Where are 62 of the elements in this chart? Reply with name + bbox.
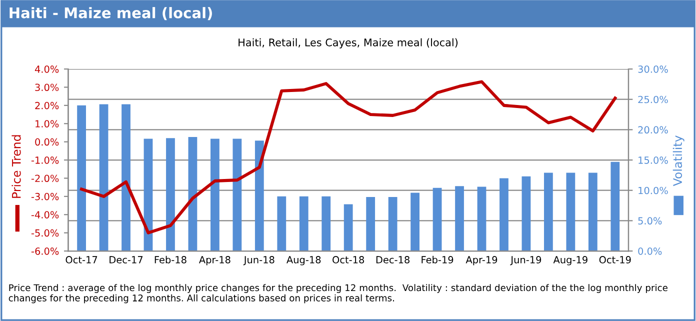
y2-tick-label: 25.0% — [638, 96, 668, 104]
bar — [455, 186, 464, 252]
bar — [210, 138, 220, 252]
y-tick-label: -5.0% — [31, 229, 59, 237]
text: Price Trend : average of the log monthly price changes for the preceding 12 months. Volatility : standard deviation of the the log monthly price changes for the preceding 12 months. All calculations based on prices in real terms. — [8, 284, 668, 304]
x-tick-label: Aug-19 — [553, 256, 588, 266]
y2-tick-label: 15.0% — [638, 156, 668, 164]
bar — [144, 138, 153, 252]
y2-tick-label: 20.0% — [638, 126, 668, 134]
bar — [299, 196, 308, 252]
x-tick-label: Oct-17 — [66, 256, 98, 264]
bar — [77, 105, 86, 252]
y2-tick-label: 0.0% — [638, 248, 662, 255]
y-tick-label: -1.0% — [31, 156, 59, 164]
bar — [366, 197, 376, 252]
line-series — [80, 80, 617, 234]
bar — [122, 104, 130, 252]
y2-tick-label: 10.0% — [638, 186, 668, 194]
x-tick-label: Apr-18 — [198, 256, 230, 266]
bar — [344, 204, 353, 252]
x-tick-label: Jun-18 — [243, 256, 274, 266]
bar — [277, 196, 286, 252]
bar — [432, 188, 442, 252]
y-tick-label: 3.0% — [35, 84, 59, 92]
text: Price Trend — [12, 135, 21, 198]
bar — [544, 172, 553, 252]
x-tick-label: Jun-19 — [510, 256, 542, 266]
y-tick-label: -2.0% — [31, 174, 59, 182]
bar — [566, 172, 576, 252]
x-tick-label: Feb-19 — [422, 256, 454, 264]
bar — [610, 162, 620, 252]
x-tick-label: Feb-18 — [154, 256, 186, 264]
y-tick-label: -3.0% — [31, 192, 59, 200]
x-tick-label: Apr-19 — [466, 256, 498, 266]
x-tick-label: Dec-18 — [376, 256, 410, 264]
bar — [322, 196, 331, 252]
y-tick-label: 4.0% — [34, 65, 59, 73]
bar — [99, 104, 108, 252]
y-tick-label: -6.0% — [31, 248, 59, 255]
y2-tick-label: 30.0% — [638, 65, 668, 73]
bar — [166, 138, 175, 252]
bar — [522, 176, 531, 252]
bar — [188, 136, 198, 252]
chart-title: Haiti - Maize meal (local) — [10, 7, 212, 20]
x-tick-label: Oct-19 — [599, 256, 631, 264]
y-tick-label: -4.0% — [31, 211, 59, 218]
x-tick-label: Dec-17 — [110, 256, 143, 264]
bar — [232, 138, 242, 252]
bar — [588, 172, 598, 252]
bar — [477, 186, 486, 252]
x-tick-label: Aug-18 — [286, 256, 321, 266]
bar — [254, 140, 264, 252]
y-tick-label: 1.0% — [36, 120, 59, 128]
y-tick-label: 2.0% — [35, 102, 59, 110]
bar — [500, 178, 508, 252]
bar — [388, 197, 398, 252]
chart-subtitle: Haiti, Retail, Les Cayes, Maize meal (local) — [238, 38, 458, 48]
text: Volatility — [672, 136, 684, 186]
x-tick-label: Oct-18 — [332, 256, 364, 264]
y-tick-label: 0.0% — [35, 138, 59, 146]
bar — [410, 192, 420, 252]
y2-tick-label: 5.0% — [638, 217, 662, 225]
